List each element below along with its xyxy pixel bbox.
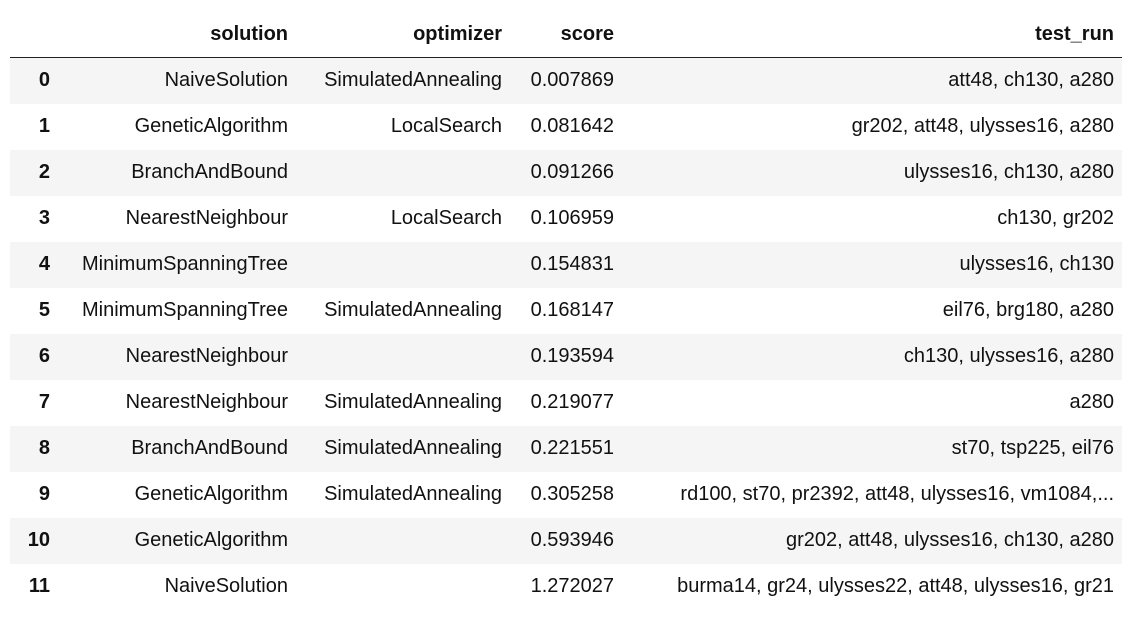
- cell-score: 0.593946: [530, 529, 614, 551]
- table-row: 8 BranchAndBound SimulatedAnnealing 0.22…: [10, 425, 1122, 472]
- cell-optimizer: [296, 150, 510, 196]
- cell-score: 0.091266: [530, 161, 614, 183]
- cell-test-run: st70, tsp225, eil76: [951, 437, 1114, 459]
- cell-solution: NearestNeighbour: [125, 207, 288, 229]
- row-index: 5: [38, 299, 50, 321]
- cell-score: 0.154831: [530, 253, 614, 275]
- cell-score: 0.221551: [530, 437, 614, 459]
- column-header-optimizer: optimizer: [296, 12, 510, 58]
- header-row: solution optimizer score test_run: [10, 12, 1122, 58]
- table-row: 3 NearestNeighbour LocalSearch 0.106959 …: [10, 195, 1122, 242]
- cell-solution: GeneticAlgorithm: [134, 483, 288, 505]
- cell-test-run: ch130, gr202: [997, 207, 1114, 229]
- table-row: 9 GeneticAlgorithm SimulatedAnnealing 0.…: [10, 471, 1122, 518]
- row-index: 9: [38, 483, 50, 505]
- table-row: 0 NaiveSolution SimulatedAnnealing 0.007…: [10, 57, 1122, 104]
- cell-test-run: gr202, att48, ulysses16, a280: [851, 115, 1114, 137]
- cell-score: 0.106959: [530, 207, 614, 229]
- cell-score: 0.081642: [530, 115, 614, 137]
- column-header-score: score: [510, 12, 622, 58]
- table-row: 4 MinimumSpanningTree 0.154831 ulysses16…: [10, 241, 1122, 288]
- cell-test-run: eil76, brg180, a280: [942, 299, 1114, 321]
- table-row: 6 NearestNeighbour 0.193594 ch130, ulyss…: [10, 333, 1122, 380]
- cell-test-run: burma14, gr24, ulysses22, att48, ulysses…: [677, 575, 1114, 597]
- cell-score: 0.219077: [530, 391, 614, 413]
- cell-optimizer: SimulatedAnnealing: [324, 391, 502, 413]
- cell-optimizer: LocalSearch: [390, 207, 502, 229]
- row-index: 7: [38, 391, 50, 413]
- cell-solution: MinimumSpanningTree: [81, 299, 288, 321]
- table-row: 11 NaiveSolution 1.272027 burma14, gr24,…: [10, 563, 1122, 610]
- cell-score: 0.193594: [530, 345, 614, 367]
- cell-test-run: a280: [1069, 391, 1115, 413]
- column-header-solution: solution: [58, 12, 296, 58]
- cell-solution: MinimumSpanningTree: [81, 253, 288, 275]
- cell-optimizer: [296, 564, 510, 610]
- cell-solution: BranchAndBound: [131, 437, 288, 459]
- cell-test-run: ch130, ulysses16, a280: [903, 345, 1114, 367]
- cell-test-run: ulysses16, ch130, a280: [903, 161, 1114, 183]
- row-index: 10: [27, 529, 50, 551]
- cell-solution: NaiveSolution: [164, 69, 288, 92]
- row-index: 2: [38, 161, 50, 183]
- dataframe-output: solution optimizer score test_run 0 Naiv…: [10, 12, 1122, 610]
- cell-test-run: ulysses16, ch130: [959, 253, 1114, 275]
- cell-test-run: gr202, att48, ulysses16, ch130, a280: [785, 529, 1114, 551]
- cell-score: 0.305258: [530, 483, 614, 505]
- row-index: 0: [38, 69, 50, 92]
- cell-optimizer: [296, 334, 510, 380]
- table-row: 1 GeneticAlgorithm LocalSearch 0.081642 …: [10, 103, 1122, 150]
- table-row: 5 MinimumSpanningTree SimulatedAnnealing…: [10, 287, 1122, 334]
- cell-optimizer: LocalSearch: [390, 115, 502, 137]
- row-index: 1: [38, 115, 50, 137]
- cell-score: 0.007869: [530, 69, 614, 92]
- cell-score: 1.272027: [530, 575, 614, 597]
- cell-solution: GeneticAlgorithm: [134, 529, 288, 551]
- row-index: 3: [38, 207, 50, 229]
- cell-optimizer: [296, 242, 510, 288]
- index-header: [10, 12, 58, 58]
- row-index: 11: [28, 575, 50, 597]
- cell-optimizer: SimulatedAnnealing: [324, 437, 502, 459]
- table-row: 7 NearestNeighbour SimulatedAnnealing 0.…: [10, 379, 1122, 426]
- row-index: 8: [38, 437, 50, 459]
- cell-optimizer: SimulatedAnnealing: [324, 483, 502, 505]
- row-index: 4: [38, 253, 50, 275]
- cell-solution: GeneticAlgorithm: [134, 115, 288, 137]
- cell-test-run: att48, ch130, a280: [948, 69, 1114, 92]
- cell-optimizer: [296, 518, 510, 564]
- cell-solution: NearestNeighbour: [125, 391, 288, 413]
- results-table: solution optimizer score test_run 0 Naiv…: [10, 12, 1122, 610]
- table-row: 2 BranchAndBound 0.091266 ulysses16, ch1…: [10, 149, 1122, 196]
- table-row: 10 GeneticAlgorithm 0.593946 gr202, att4…: [10, 517, 1122, 564]
- cell-solution: NaiveSolution: [164, 575, 288, 597]
- cell-score: 0.168147: [530, 299, 614, 321]
- cell-test-run: rd100, st70, pr2392, att48, ulysses16, v…: [680, 483, 1114, 505]
- cell-optimizer: SimulatedAnnealing: [324, 69, 502, 92]
- row-index: 6: [38, 345, 50, 367]
- cell-solution: BranchAndBound: [131, 161, 288, 183]
- cell-solution: NearestNeighbour: [125, 345, 288, 367]
- column-header-test-run: test_run: [622, 12, 1122, 58]
- cell-optimizer: SimulatedAnnealing: [324, 299, 502, 321]
